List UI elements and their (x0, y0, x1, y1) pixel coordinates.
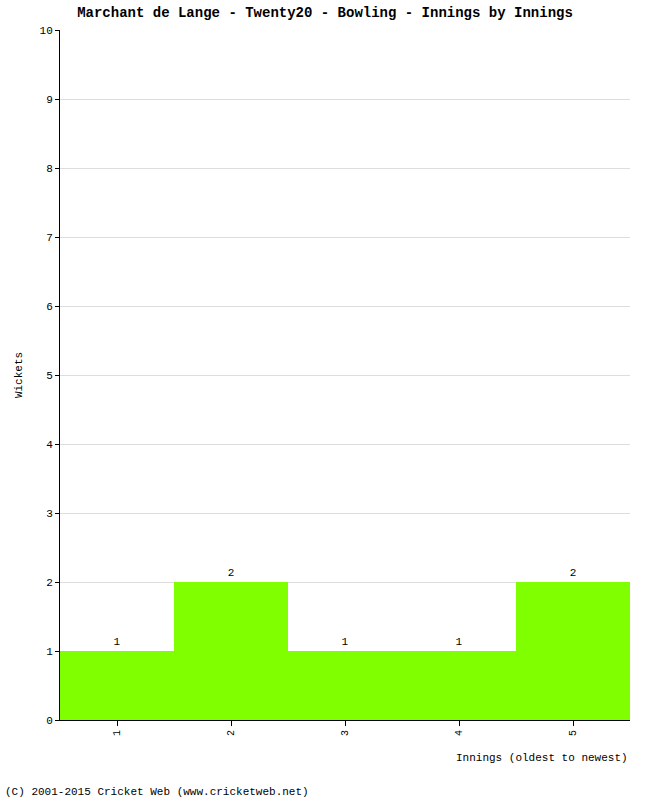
svg-text:Innings (oldest to newest): Innings (oldest to newest) (456, 752, 628, 764)
svg-text:Wickets: Wickets (13, 352, 25, 398)
svg-text:2: 2 (228, 567, 235, 579)
svg-text:5: 5 (46, 370, 53, 382)
svg-text:3: 3 (340, 730, 351, 736)
svg-text:Marchant de Lange - Twenty20 -: Marchant de Lange - Twenty20 - Bowling -… (77, 5, 573, 21)
svg-text:9: 9 (46, 94, 53, 106)
svg-text:5: 5 (568, 730, 579, 736)
svg-text:(C) 2001-2015 Cricket Web (www: (C) 2001-2015 Cricket Web (www.cricketwe… (5, 786, 309, 798)
svg-text:2: 2 (570, 567, 577, 579)
svg-text:1: 1 (46, 646, 53, 658)
svg-text:10: 10 (40, 25, 53, 37)
svg-text:1: 1 (456, 636, 463, 648)
svg-text:2: 2 (226, 730, 237, 736)
svg-text:4: 4 (46, 439, 53, 451)
svg-text:6: 6 (46, 301, 53, 313)
svg-text:3: 3 (46, 508, 53, 520)
svg-text:2: 2 (46, 577, 53, 589)
svg-text:4: 4 (454, 730, 465, 736)
svg-text:0: 0 (46, 715, 53, 727)
svg-text:1: 1 (114, 636, 121, 648)
svg-text:8: 8 (46, 163, 53, 175)
svg-text:1: 1 (112, 730, 123, 736)
svg-text:1: 1 (342, 636, 349, 648)
svg-text:7: 7 (46, 232, 53, 244)
